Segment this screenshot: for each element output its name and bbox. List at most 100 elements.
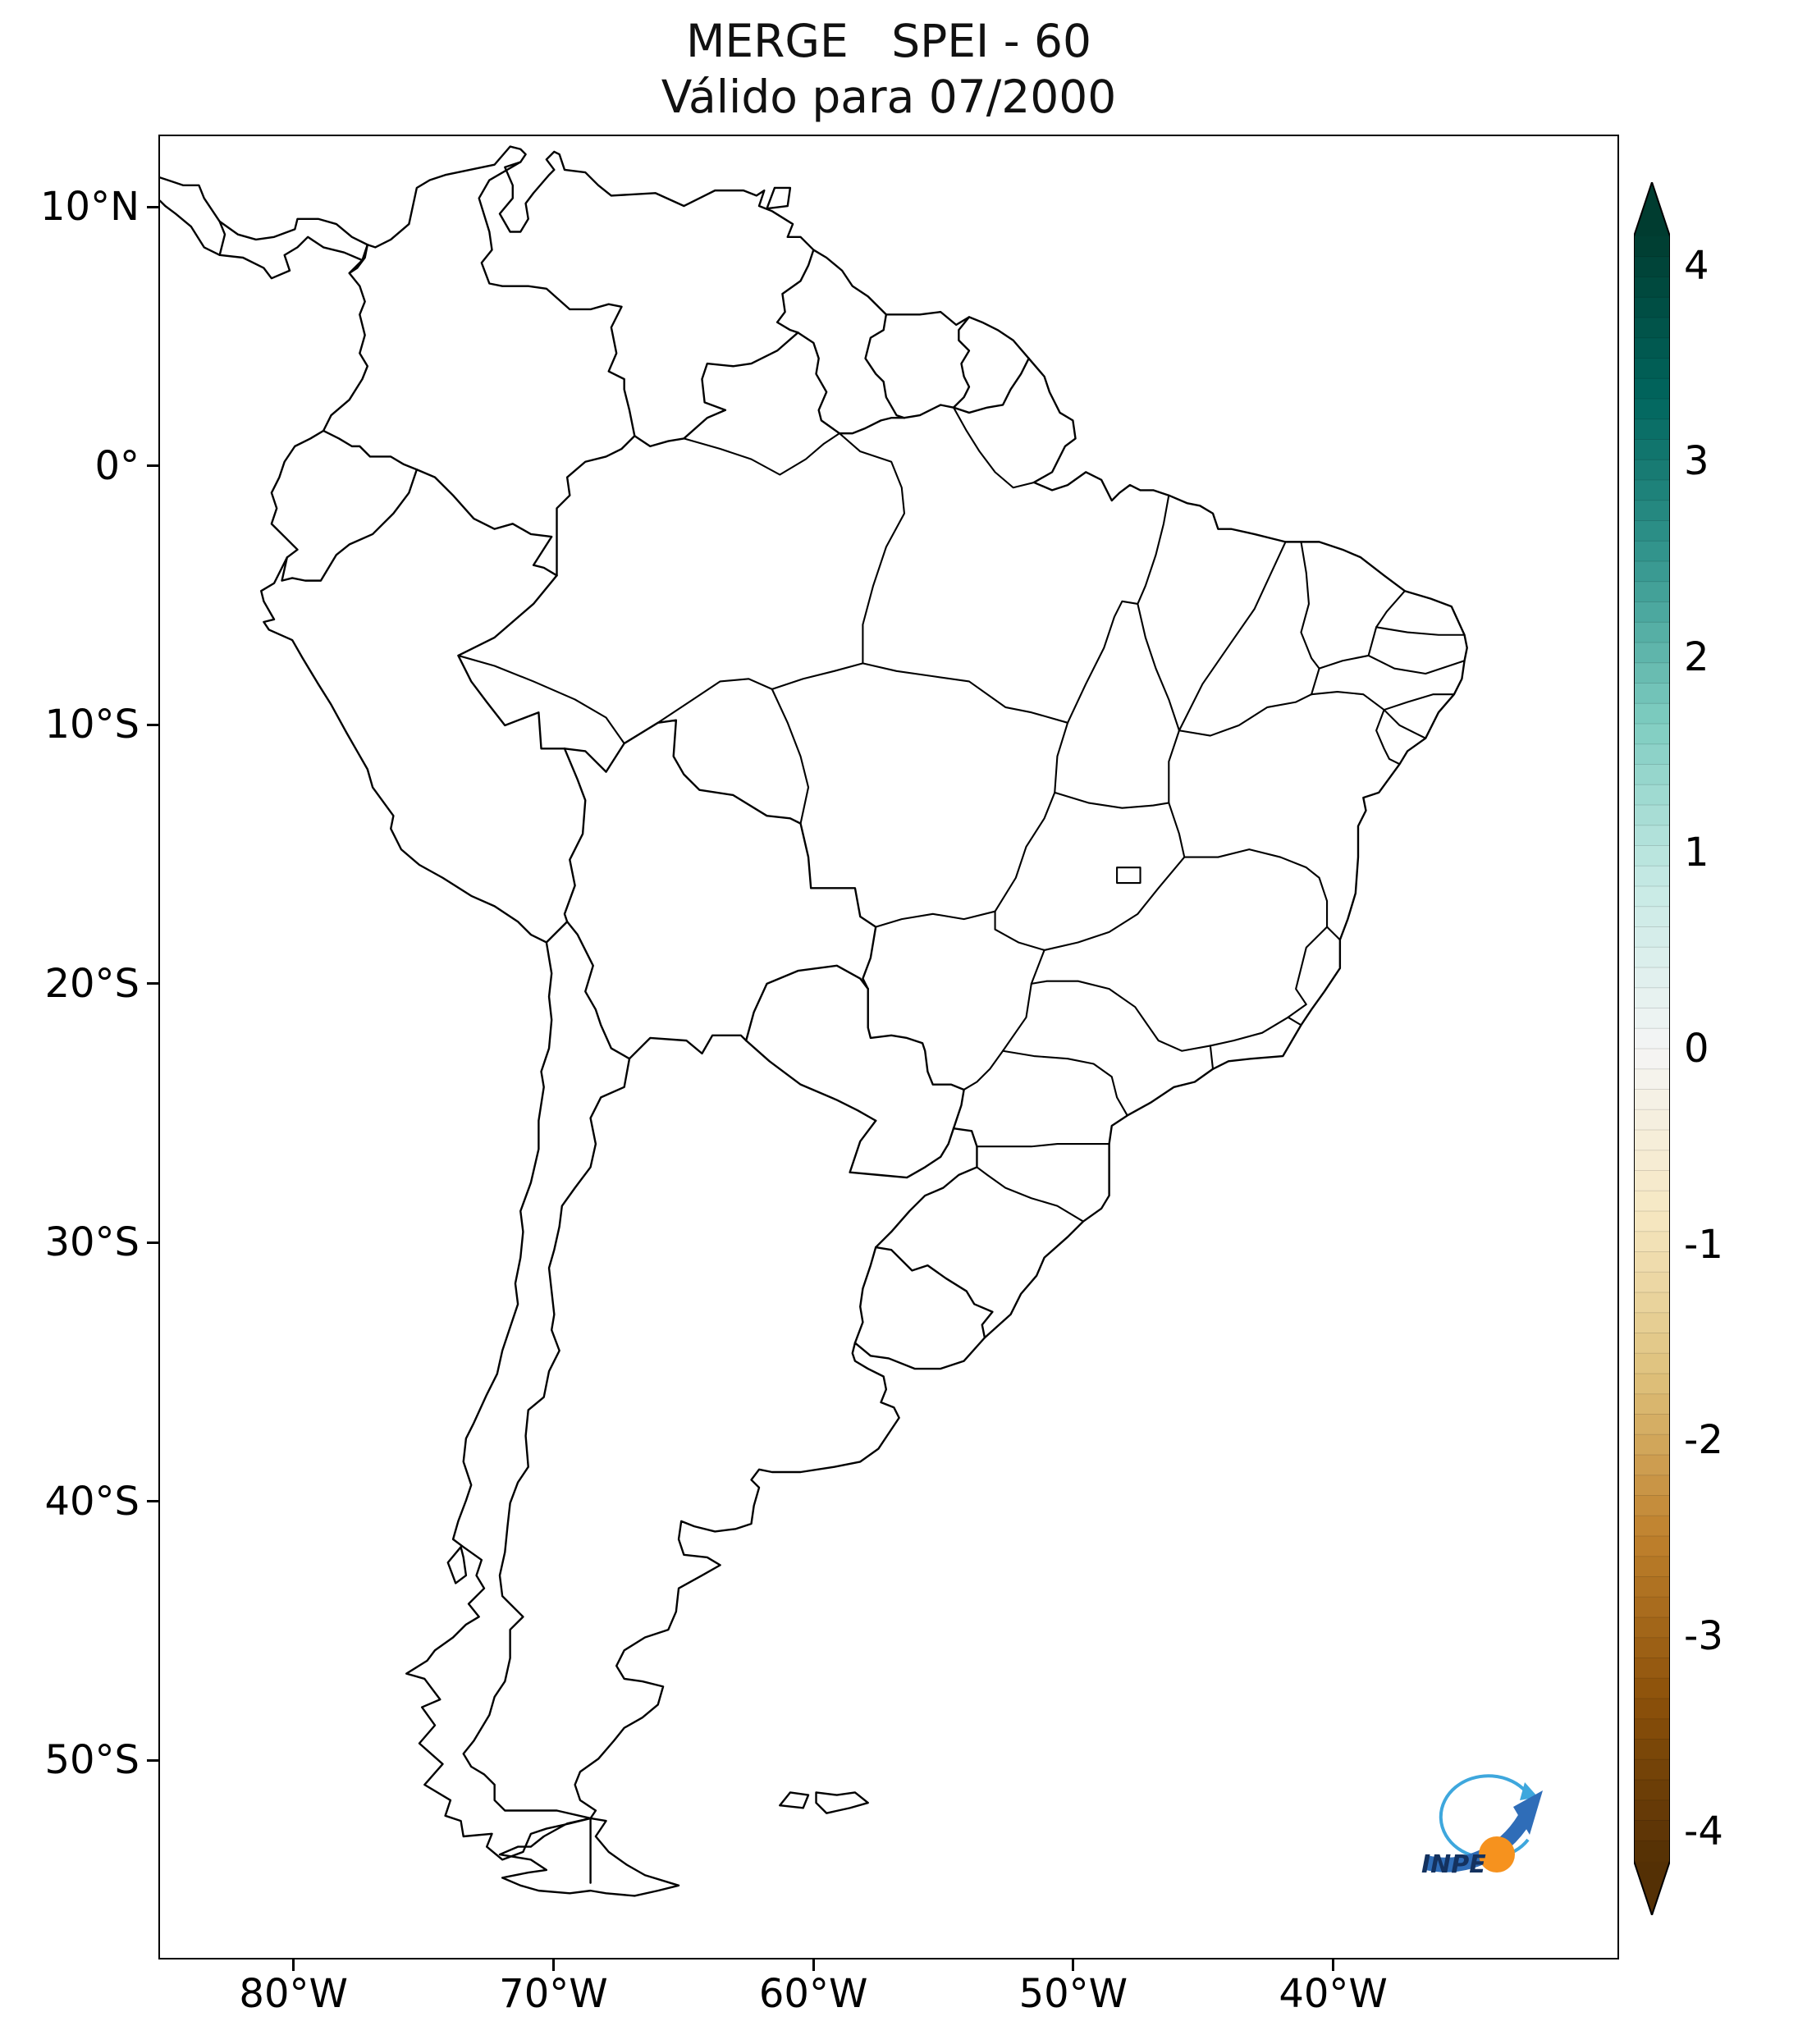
country-border-path: [547, 921, 567, 942]
state-border-path: [840, 433, 904, 663]
country-border-path: [565, 720, 876, 989]
colorbar-band: [1634, 1841, 1670, 1862]
colorbar-tick-label: 0: [1684, 1026, 1709, 1072]
colorbar-band: [1634, 642, 1670, 664]
y-tick-mark: [147, 1758, 158, 1762]
country-border-path: [855, 1247, 876, 1343]
country-border-path: [954, 359, 1029, 413]
y-tick-label: 40°S: [44, 1478, 140, 1525]
x-tick-label: 50°W: [1018, 1971, 1128, 2017]
colorbar-band: [1634, 358, 1670, 379]
country-border-path: [567, 921, 629, 1059]
country-border-path: [479, 162, 635, 436]
x-tick-mark: [812, 1959, 815, 1971]
country-border-path: [904, 405, 954, 418]
colorbar: [1634, 182, 1670, 1915]
colorbar-band: [1634, 1008, 1670, 1029]
state-border-path: [772, 663, 863, 688]
colorbar-tick-label: -1: [1684, 1221, 1723, 1268]
colorbar-tick-label: 4: [1684, 242, 1709, 289]
colorbar-band: [1634, 1150, 1670, 1172]
state-border-path: [876, 912, 995, 927]
colorbar-band: [1634, 1068, 1670, 1091]
colorbar-band: [1634, 318, 1670, 339]
state-border-path: [1288, 1017, 1302, 1025]
inpe-logo: INPE: [1421, 1774, 1543, 1879]
colorbar-band: [1634, 500, 1670, 522]
colorbar-band: [1634, 825, 1670, 847]
colorbar-tick-label: -3: [1684, 1612, 1723, 1659]
map-canvas: [160, 136, 1617, 1958]
state-border-path: [1210, 1017, 1288, 1046]
country-border-path: [565, 748, 585, 921]
colorbar-band: [1634, 1617, 1670, 1639]
y-tick-mark: [147, 205, 158, 208]
country-border-path-group: [220, 162, 1029, 1882]
colorbar-band: [1634, 1658, 1670, 1679]
state-border-path-group: [458, 408, 1464, 1222]
colorbar-band: [1634, 1049, 1670, 1070]
state-border-path: [1327, 927, 1340, 940]
colorbar-band: [1634, 1333, 1670, 1354]
colorbar-band: [1634, 1028, 1670, 1049]
coastline-path: [817, 1792, 868, 1813]
colorbar-band: [1634, 1455, 1670, 1476]
x-tick-mark: [1332, 1959, 1335, 1971]
y-tick-label: 10°S: [44, 702, 140, 748]
state-border-path: [1384, 694, 1454, 710]
logo-bold-arrowhead: [1513, 1790, 1543, 1835]
state-border-path: [1376, 627, 1464, 634]
colorbar-band: [1634, 1170, 1670, 1191]
colorbar-band: [1634, 1414, 1670, 1435]
state-border-path: [1117, 867, 1140, 883]
colorbar-band: [1634, 1312, 1670, 1334]
state-border-path: [1137, 604, 1179, 730]
country-border-path: [954, 317, 969, 407]
colorbar-band: [1634, 987, 1670, 1009]
colorbar-band: [1634, 1597, 1670, 1618]
colorbar-band: [1634, 703, 1670, 725]
colorbar-band: [1634, 520, 1670, 542]
colorbar-tick-label: -2: [1684, 1417, 1723, 1464]
colorbar-band: [1634, 1699, 1670, 1720]
figure-subtitle: Válido para 07/2000: [661, 71, 1117, 123]
country-border-path: [350, 245, 368, 273]
x-tick-mark: [1072, 1959, 1075, 1971]
colorbar-band: [1634, 236, 1670, 258]
colorbar-band: [1634, 1556, 1670, 1578]
state-border-path: [1288, 927, 1327, 1017]
y-tick-label: 30°S: [44, 1219, 140, 1266]
state-border-path: [1369, 627, 1376, 656]
x-tick-mark: [551, 1959, 555, 1971]
colorbar-band: [1634, 947, 1670, 968]
colorbar-band: [1634, 784, 1670, 806]
state-border-path: [458, 656, 624, 743]
state-border-path: [1301, 542, 1319, 668]
colorbar-band: [1634, 378, 1670, 400]
colorbar-band: [1634, 1089, 1670, 1110]
state-border-path: [1137, 496, 1169, 604]
state-border-path: [1320, 656, 1369, 669]
colorbar-band: [1634, 1516, 1670, 1537]
colorbar-band: [1634, 866, 1670, 887]
colorbar-band: [1634, 743, 1670, 766]
y-tick-mark: [147, 1241, 158, 1244]
colorbar-band: [1634, 1292, 1670, 1314]
country-border-path: [868, 989, 964, 1128]
country-border-path: [557, 436, 635, 575]
y-tick-mark: [147, 982, 158, 985]
y-tick-mark: [147, 723, 158, 726]
colorbar-band: [1634, 1799, 1670, 1822]
colorbar-extend-bottom: [1634, 1861, 1670, 1915]
country-border-path: [417, 469, 557, 575]
state-border-path: [995, 912, 1045, 950]
country-border-path: [876, 1128, 977, 1247]
country-border-path: [282, 469, 417, 580]
colorbar-band: [1634, 1272, 1670, 1293]
coastline-path: [448, 1547, 466, 1583]
state-border-path: [1311, 692, 1384, 710]
country-border-path: [634, 332, 798, 446]
country-border-path: [746, 1040, 876, 1121]
colorbar-tick-label: 2: [1684, 633, 1709, 680]
coastline-path: [261, 147, 1466, 1860]
